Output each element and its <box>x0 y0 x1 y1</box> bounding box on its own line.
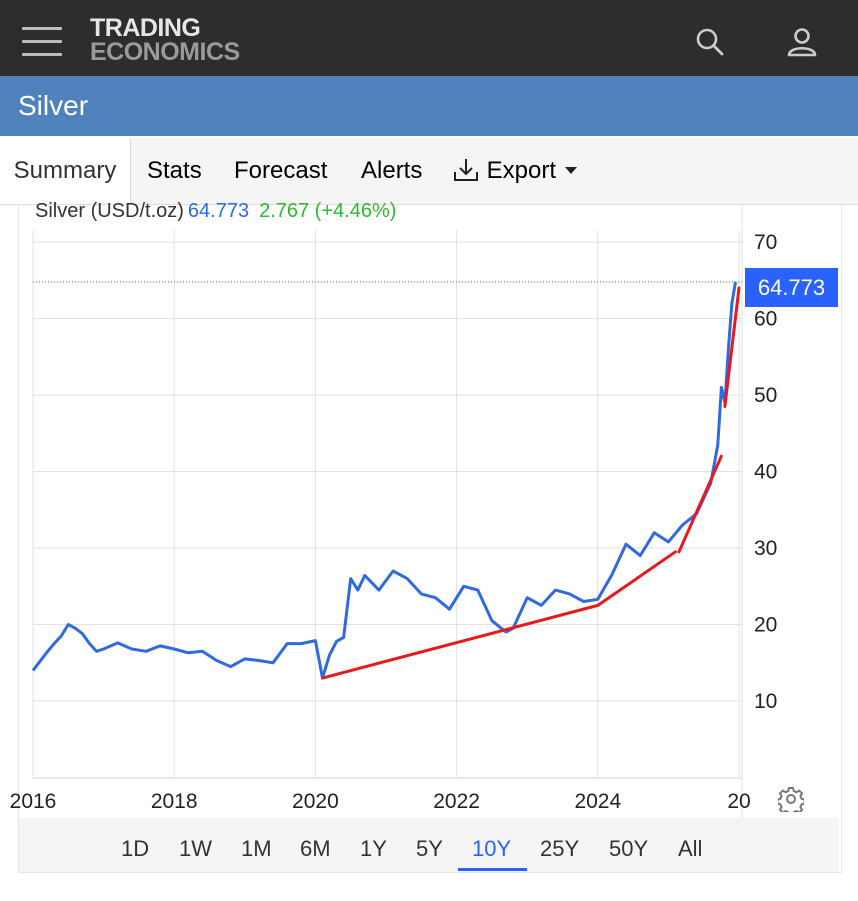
caret-down-icon <box>564 167 577 174</box>
legend-change: 2.767 (+4.46%) <box>259 200 397 222</box>
range-button-10y[interactable]: 10Y <box>472 836 512 861</box>
tab-forecast[interactable]: Forecast <box>234 157 328 184</box>
y-tick-label: 30 <box>754 537 777 560</box>
search-icon[interactable] <box>694 26 726 58</box>
range-button-1d[interactable]: 1D <box>121 836 150 861</box>
range-button-6m[interactable]: 6M <box>300 836 331 861</box>
page-title: Silver <box>18 90 89 121</box>
hamburger-menu-icon[interactable] <box>22 27 62 57</box>
range-button-all[interactable]: All <box>678 836 703 861</box>
y-tick-label: 50 <box>754 384 777 407</box>
title-bar: Silver <box>0 76 858 136</box>
tab-bar: Summary Stats Forecast Alerts Export <box>0 138 858 205</box>
range-button-5y[interactable]: 5Y <box>416 836 443 861</box>
y-tick-label: 40 <box>754 461 777 484</box>
last-value-badge: 64.773 <box>745 268 838 307</box>
trendline <box>596 550 677 607</box>
logo-line-2: ECONOMICS <box>90 38 240 66</box>
legend-price: 64.773 <box>187 200 250 222</box>
logo-line-1: TRADING <box>90 14 201 42</box>
x-tick-label: 2018 <box>151 790 198 813</box>
tab-alerts[interactable]: Alerts <box>361 157 423 184</box>
y-tick-label: 20 <box>754 614 777 637</box>
range-button-1w[interactable]: 1W <box>179 836 212 861</box>
trendline <box>723 286 741 408</box>
logo[interactable]: TRADING ECONOMICS <box>90 14 240 66</box>
top-navigation-bar: TRADING ECONOMICS <box>0 0 858 76</box>
y-tick-label: 60 <box>754 308 777 331</box>
x-tick-label: 20 <box>727 790 750 813</box>
tab-export[interactable]: Export <box>452 138 579 204</box>
download-icon <box>454 159 478 181</box>
range-button-1y[interactable]: 1Y <box>360 836 387 861</box>
trendline <box>677 454 723 554</box>
tab-stats[interactable]: Stats <box>147 157 202 184</box>
x-tick-label: 2020 <box>292 790 339 813</box>
y-tick-label: 10 <box>754 690 777 713</box>
range-button-50y[interactable]: 50Y <box>609 836 649 861</box>
active-range-indicator <box>458 868 527 871</box>
user-icon[interactable] <box>786 26 818 58</box>
chart-legend: Silver (USD/t.oz) 64.773 2.767 (+4.46%) <box>35 200 396 223</box>
x-tick-label: 2024 <box>574 790 621 813</box>
legend-series-name: Silver (USD/t.oz) <box>35 200 184 222</box>
x-tick-label: 2016 <box>10 790 57 813</box>
range-button-25y[interactable]: 25Y <box>540 836 580 861</box>
time-range-bar: 1D 1W 1M 6M 1Y 5Y 10Y 25Y 50Y All <box>19 818 839 872</box>
series-line-silver <box>31 281 737 680</box>
tab-summary[interactable]: Summary <box>0 138 131 204</box>
chart-container <box>18 205 842 873</box>
trendline <box>320 603 600 680</box>
y-tick-label: 70 <box>754 231 777 254</box>
x-tick-label: 2022 <box>433 790 480 813</box>
gear-icon[interactable] <box>778 786 804 812</box>
range-button-1m[interactable]: 1M <box>241 836 272 861</box>
export-label: Export <box>486 157 557 184</box>
